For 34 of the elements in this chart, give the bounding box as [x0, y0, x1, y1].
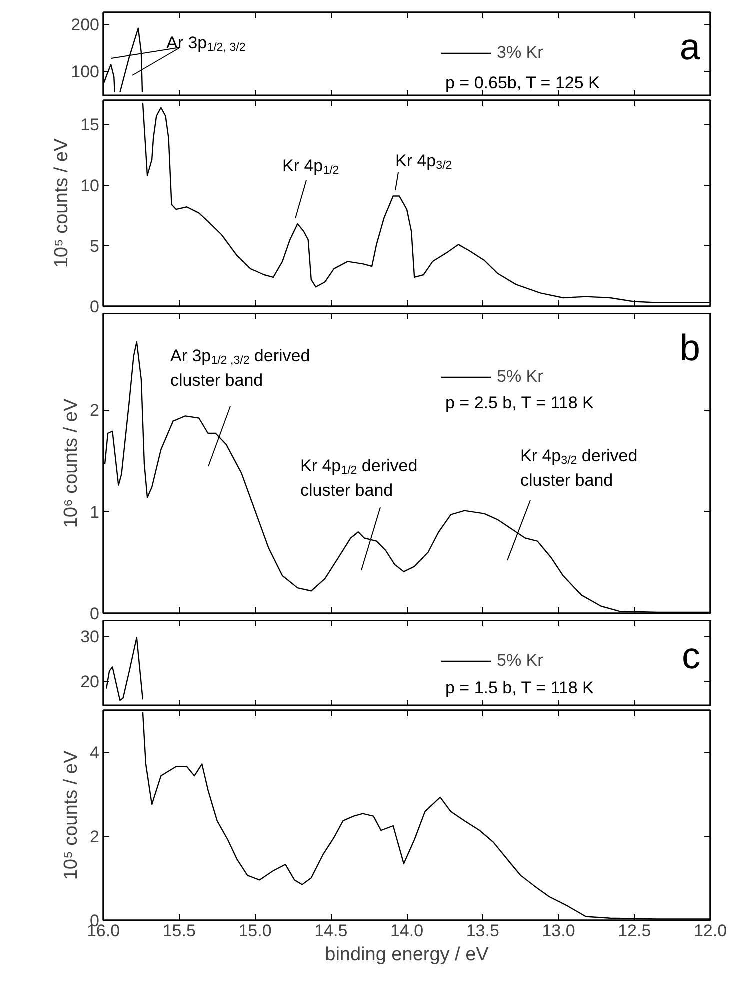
x-tick-label: 12.0: [694, 922, 728, 940]
y-tick-label: 0: [90, 604, 100, 624]
y-axis-title: 10⁵ counts / eV: [61, 750, 82, 880]
y-axis-title: 10⁵ counts / eV: [52, 138, 73, 268]
annotation: a: [680, 26, 701, 68]
annotation: c: [682, 635, 700, 676]
annotation: p = 1.5 b, T = 118 K: [446, 678, 595, 698]
y-axis-title: 10⁶ counts / eV: [61, 398, 82, 528]
y-tick-label: 0: [90, 298, 100, 316]
annotation: p = 2.5 b, T = 118 K: [446, 393, 595, 412]
x-tick-label: 12.5: [618, 922, 652, 940]
x-tick-label: 13.0: [542, 922, 576, 940]
annotation: p = 0.65b, T = 125 K: [446, 73, 601, 92]
y-tick-label: 30: [80, 627, 100, 646]
y-tick-label: 2: [90, 828, 100, 846]
x-tick-label: 15.0: [238, 922, 272, 940]
y-tick-label: 200: [71, 16, 100, 35]
x-tick-label: 15.5: [162, 922, 196, 940]
y-tick-label: 10: [80, 176, 100, 196]
x-axis-title: binding energy / eV: [325, 944, 490, 966]
legend-label: 5% Kr: [497, 367, 544, 387]
y-tick-label: 1: [90, 502, 100, 522]
y-tick-label: 5: [90, 236, 100, 256]
x-tick-label: 14.0: [390, 922, 424, 940]
y-tick-label: 15: [80, 116, 100, 135]
legend-label: 5% Kr: [497, 651, 544, 671]
y-tick-label: 20: [80, 672, 100, 692]
y-tick-label: 2: [90, 401, 100, 420]
annotation: b: [680, 327, 701, 368]
x-tick-label: 13.5: [466, 922, 500, 940]
y-tick-label: 100: [71, 62, 100, 82]
legend-label: 3% Kr: [497, 43, 544, 63]
y-tick-label: 4: [90, 744, 100, 762]
x-tick-label: 14.5: [314, 922, 348, 940]
